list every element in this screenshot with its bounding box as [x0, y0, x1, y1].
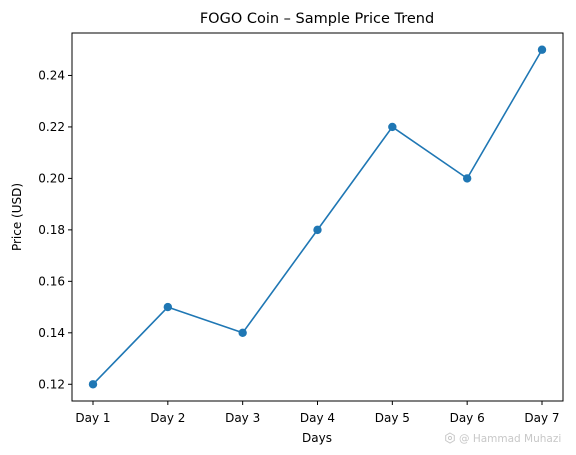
- x-tick-label: Day 7: [524, 411, 559, 425]
- data-point: [163, 302, 173, 312]
- watermark: @ Hammad Muhazi: [445, 432, 561, 445]
- y-tick-label: 0.24: [38, 68, 65, 82]
- y-tick-label: 0.14: [38, 326, 65, 340]
- x-tick-label: Day 1: [75, 411, 110, 425]
- series-layer: [88, 45, 547, 389]
- data-point: [537, 45, 547, 54]
- plot-frame: [71, 32, 564, 402]
- data-point: [462, 174, 472, 183]
- x-axis: Day 1 Day 2 Day 3 Day 4 Day 5 Day 6 Day 7: [75, 401, 560, 425]
- x-tick-label: Day 2: [150, 411, 185, 425]
- y-tick-label: 0.12: [38, 377, 65, 391]
- chart-title: FOGO Coin – Sample Price Trend: [200, 11, 434, 27]
- x-tick-label: Day 6: [450, 411, 485, 425]
- plot-area: [71, 32, 564, 402]
- y-axis-title: Price (USD): [10, 183, 24, 251]
- y-tick-label: 0.18: [38, 223, 65, 237]
- watermark-logo-icon: [445, 432, 455, 444]
- y-tick-label: 0.16: [38, 274, 65, 288]
- x-tick-label: Day 3: [225, 411, 260, 425]
- data-point: [88, 380, 98, 389]
- y-axis: 0.12 0.14 0.16 0.18 0.20 0.22 0.24: [38, 68, 72, 391]
- x-axis-title: Days: [302, 431, 332, 445]
- data-point: [388, 122, 397, 132]
- data-point: [238, 328, 247, 338]
- data-point: [313, 225, 322, 235]
- y-tick-label: 0.22: [38, 120, 65, 134]
- series-line: [92, 49, 543, 385]
- y-tick-label: 0.20: [38, 171, 65, 185]
- x-tick-label: Day 5: [375, 411, 410, 425]
- watermark-text: @ Hammad Muhazi: [459, 433, 561, 445]
- x-tick-label: Day 4: [300, 411, 335, 425]
